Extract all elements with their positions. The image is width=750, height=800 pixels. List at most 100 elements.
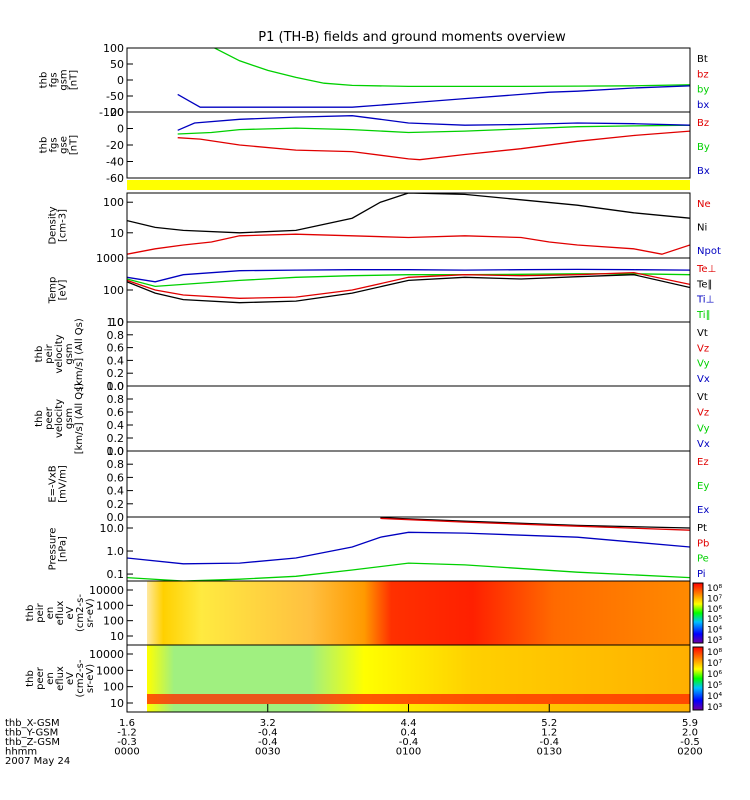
panel-frame <box>126 111 691 179</box>
x-tick-label: 1.6 <box>119 718 135 729</box>
y-tick-label: 0.1 <box>107 568 125 581</box>
x-tick-label: 0130 <box>537 747 562 758</box>
colorbar-label: 10⁸ <box>707 648 722 658</box>
legend-entry: Vz <box>697 343 709 354</box>
y-tick-label: 0.4 <box>107 485 125 498</box>
legend-entry: Ex <box>697 505 709 516</box>
x-tick-label: 1.2 <box>541 728 557 739</box>
colorbar-label: 10⁷ <box>707 659 722 669</box>
legend-entry: Vx <box>697 439 710 450</box>
y-tick-label: 1000 <box>96 252 124 265</box>
y-tick-label: 1000 <box>96 599 124 612</box>
x-tick-label: 5.9 <box>682 718 698 729</box>
y-tick-label: 10.0 <box>100 522 125 535</box>
spectrogram-image <box>147 581 690 645</box>
colorbar <box>692 646 704 711</box>
series-line-Te⊥ <box>127 271 690 299</box>
x-tick-label: 0200 <box>677 747 702 758</box>
x-tick-label: -0.4 <box>539 737 559 748</box>
series-line-bx <box>177 85 690 108</box>
y-axis-label: peer <box>44 406 55 430</box>
x-tick-label: -0.3 <box>117 737 137 748</box>
y-tick-label: 10000 <box>89 584 124 597</box>
panel-frame <box>126 321 691 387</box>
y-axis-label: velocity <box>54 334 65 373</box>
y-axis-label: [nPa] <box>58 536 69 562</box>
panel-pressure: 10.0 1.0 0.1 Pressure [nPa] Pt Pb Pe Pi <box>48 516 709 582</box>
y-axis-label: thb <box>39 72 50 89</box>
y-axis-label: velocity <box>54 399 65 438</box>
colorbar-label: 10⁵ <box>707 681 722 691</box>
legend-entry: Pe <box>697 554 709 565</box>
y-tick-label: 0.0 <box>107 380 125 393</box>
legend-entry: bz <box>697 69 709 80</box>
y-axis-label: sr-eV) <box>85 598 96 627</box>
y-tick-label: 10 <box>110 630 124 643</box>
x-tick-label: -0.4 <box>258 728 278 739</box>
y-axis-label: [cm-3] <box>58 209 69 242</box>
x-tick-label: 0.4 <box>401 728 417 739</box>
legend-entry: Vz <box>697 408 709 419</box>
legend-entry: Te⊥ <box>696 264 716 275</box>
y-axis-label: [eV] <box>58 280 69 301</box>
series-line-Bz <box>177 130 690 161</box>
legend-entry: Ey <box>697 481 709 492</box>
y-tick-label: 10 <box>110 316 124 329</box>
x-tick-label: 5.2 <box>541 718 557 729</box>
legend-entry: Pb <box>697 538 709 549</box>
y-tick-label: -40 <box>106 156 124 169</box>
legend-entry: by <box>697 85 709 96</box>
series-line-by <box>213 48 690 88</box>
y-tick-label: 50 <box>110 58 124 71</box>
y-tick-label: 10 <box>110 697 124 710</box>
legend-entry: Te∥ <box>696 279 713 290</box>
y-tick-label: 0.8 <box>107 458 125 471</box>
y-tick-label: 0.8 <box>107 329 125 342</box>
series-line-Bx <box>177 115 690 131</box>
y-axis-label: Density <box>48 206 59 244</box>
y-axis-label: peer <box>35 666 46 690</box>
y-axis-label: [mV/m] <box>58 465 69 503</box>
legend-entry: Ez <box>697 457 709 468</box>
y-axis-label: thb <box>39 137 50 154</box>
y-tick-label: 10000 <box>89 648 124 661</box>
y-axis-label: [nT] <box>69 70 80 90</box>
y-axis-label: en <box>45 607 56 620</box>
y-axis-label: thb <box>34 410 45 427</box>
y-axis-label: fgs <box>49 137 60 152</box>
legend-entry: Bz <box>697 118 709 129</box>
y-tick-label: 0.0 <box>107 445 125 458</box>
y-axis-label: peir <box>44 343 55 363</box>
legend-entry: Npot <box>697 246 721 257</box>
x-tick-label: -1.2 <box>117 728 137 739</box>
series-line-Ti⊥ <box>127 268 690 283</box>
colorbar-label: 10⁷ <box>707 594 722 604</box>
legend-entry: Pi <box>697 569 706 580</box>
y-axis-label: eflux <box>55 601 66 626</box>
x-axis-row-label: thb_Z-GSM <box>5 737 60 748</box>
y-axis-label: Temp <box>48 277 59 305</box>
panel-density: 100 10 Density [cm-3] Ne Ni Npot <box>48 192 721 259</box>
y-axis-label: en <box>45 672 56 685</box>
y-tick-label: 0.6 <box>107 342 125 355</box>
colorbar-label: 10⁶ <box>707 605 722 615</box>
y-tick-label: 0.2 <box>107 498 125 511</box>
y-tick-label: 0.6 <box>107 406 125 419</box>
y-tick-label: 100 <box>103 196 124 209</box>
x-tick-label: 0100 <box>396 747 421 758</box>
x-tick-label: -0.5 <box>680 737 700 748</box>
y-axis-label: thb <box>34 346 45 363</box>
y-axis-label: sr-eV) <box>85 664 96 693</box>
y-axis-label: gsm <box>64 408 75 429</box>
series-line-Pb <box>380 517 690 531</box>
x-tick-label: -0.4 <box>399 737 419 748</box>
y-axis-label: peir <box>35 602 46 622</box>
legend-entry: Ti∥ <box>696 310 711 321</box>
colorbar-label: 10⁸ <box>707 584 722 594</box>
